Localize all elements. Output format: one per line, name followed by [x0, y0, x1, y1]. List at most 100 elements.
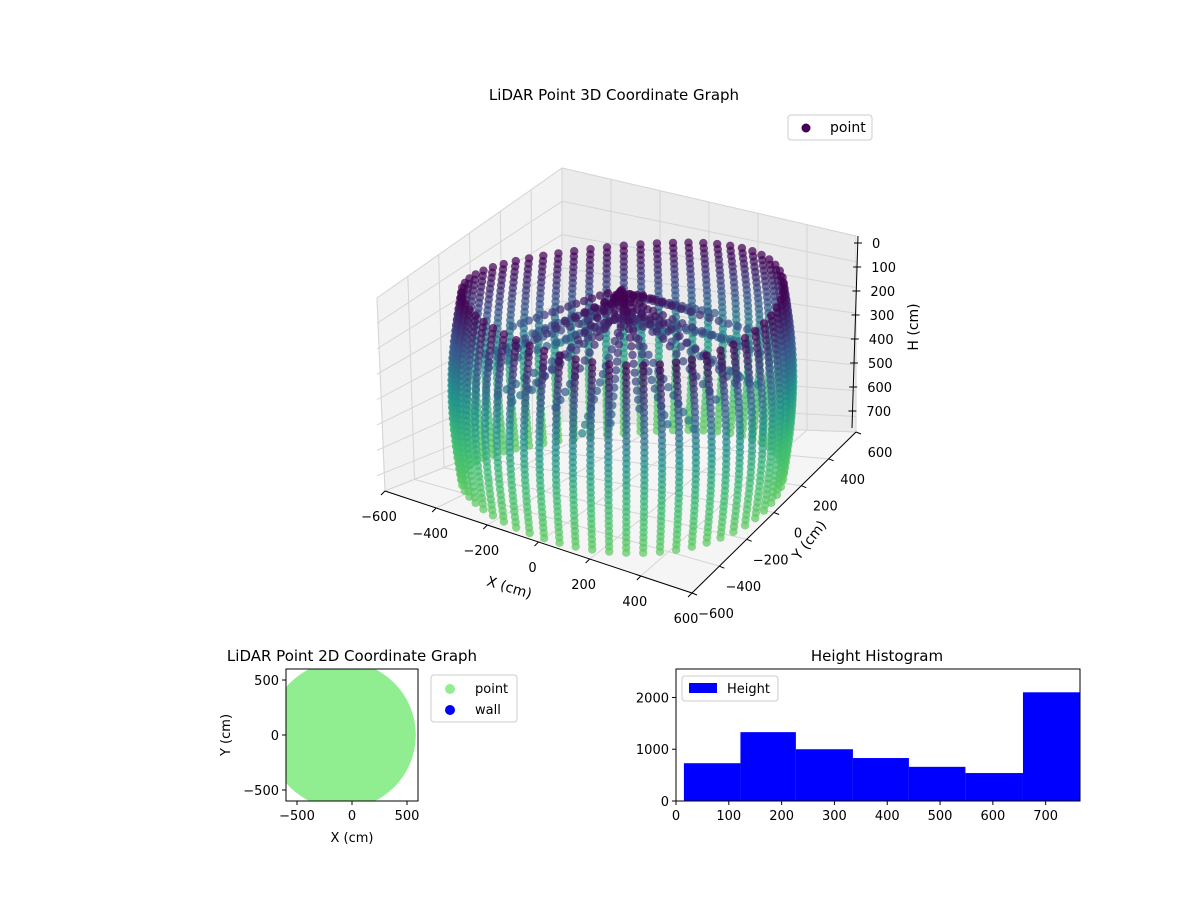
chart-3d-point — [638, 322, 648, 331]
chart-3d-point — [621, 300, 631, 309]
histogram-bar — [908, 766, 966, 801]
chart-2d: LiDAR Point 2D Coordinate Graph −500−500… — [219, 647, 518, 846]
chart-3d-point — [649, 358, 658, 367]
chart-3d-point — [622, 385, 631, 394]
chart-3d-point — [639, 385, 648, 394]
chart-3d-point — [571, 314, 580, 323]
chart-2d-point-disc — [286, 669, 416, 801]
chart-3d-point — [758, 422, 768, 431]
chart-3d-x-tick — [534, 541, 539, 547]
chart-2d-x-tick-label: 500 — [395, 809, 420, 824]
chart-3d-point — [604, 353, 613, 362]
chart-3d-point — [622, 361, 631, 370]
histogram-y-tick-label: 2000 — [636, 691, 669, 706]
chart-3d-point — [551, 448, 560, 457]
chart-3d-point — [684, 238, 693, 247]
chart-3d-point — [604, 458, 613, 467]
chart-3d-point — [683, 338, 692, 347]
chart-3d-y-tick — [855, 431, 862, 435]
chart-3d-point — [622, 307, 632, 317]
histogram-legend-frame — [681, 675, 779, 702]
chart-3d-point — [631, 377, 641, 386]
chart-3d-z-label: H (cm) — [906, 303, 922, 350]
chart-3d-x-tick — [687, 592, 693, 598]
chart-3d-point — [587, 369, 597, 379]
chart-3d-point — [735, 437, 745, 446]
chart-3d-x-tick — [380, 490, 386, 496]
chart-3d-point — [622, 367, 631, 376]
chart-3d-point — [579, 339, 589, 348]
chart-3d-point — [586, 405, 596, 414]
chart-3d-x-tick-label: −600 — [361, 510, 397, 525]
chart-3d-y-tick-label: 400 — [840, 473, 865, 488]
chart-3d-legend: point — [787, 114, 873, 141]
chart-3d-legend-frame — [787, 114, 873, 141]
chart-3d-point — [586, 456, 595, 465]
chart-3d-point — [686, 307, 695, 317]
chart-3d-z-tick-label: 200 — [870, 285, 895, 300]
chart-3d-point — [602, 243, 612, 252]
chart-3d-point — [778, 273, 787, 282]
histogram-legend-patch — [689, 683, 717, 693]
chart-3d-x-tick — [431, 507, 437, 513]
chart-3d-point — [588, 358, 597, 367]
chart-3d-point — [626, 333, 635, 342]
chart-3d-point — [554, 249, 563, 258]
chart-3d-point — [714, 316, 724, 326]
chart-3d-point — [619, 241, 628, 250]
chart-2d-x-tick-label: 0 — [348, 809, 356, 824]
chart-3d-point — [622, 373, 631, 382]
histogram-x-tick-label: 700 — [1033, 809, 1058, 824]
chart-3d-point — [564, 302, 573, 311]
chart-3d-point — [604, 401, 613, 410]
chart-3d-point — [604, 372, 614, 381]
chart-3d-point — [678, 357, 688, 366]
chart-3d-z-tick-label: 300 — [870, 309, 895, 324]
chart-3d-point — [604, 389, 613, 399]
chart-3d-y-tick — [746, 538, 752, 542]
chart-3d-point — [667, 301, 676, 310]
chart-3d-point — [586, 399, 596, 408]
chart-3d-points — [447, 238, 798, 557]
chart-3d-point — [622, 379, 631, 388]
chart-3d-point — [699, 238, 708, 248]
chart-3d-point — [586, 245, 595, 254]
chart-3d-point — [639, 391, 648, 400]
chart-3d-point — [529, 368, 539, 378]
chart-3d-point — [657, 407, 666, 416]
chart-3d-point — [622, 459, 631, 468]
chart-3d-point — [614, 340, 624, 349]
chart-3d-point — [707, 330, 716, 340]
chart-3d-x-tick-label: 0 — [528, 561, 536, 576]
chart-3d-x-tick — [636, 575, 642, 581]
chart-3d-point — [652, 239, 662, 248]
histogram-title: Height Histogram — [811, 647, 943, 665]
chart-3d-z-axis-line — [851, 235, 859, 429]
chart-3d-point — [622, 408, 631, 417]
chart-3d-point — [656, 384, 665, 393]
histogram: Height Histogram 0 100 200 300 400 500 600 7000… — [636, 647, 1081, 824]
chart-3d-point — [655, 366, 665, 375]
chart-2d-x-tick-label: −500 — [279, 809, 315, 824]
chart-3d-point — [479, 266, 488, 275]
chart-3d-point — [647, 375, 656, 385]
chart-3d-point — [480, 419, 490, 428]
chart-3d-y-tick-label: 0 — [794, 527, 802, 542]
chart-3d-point — [612, 357, 622, 366]
chart-3d-point — [604, 407, 613, 416]
chart-3d-point — [636, 240, 645, 249]
chart-3d-point — [639, 379, 648, 388]
chart-3d-point — [657, 458, 667, 468]
chart-3d-point — [492, 425, 501, 434]
chart-3d-point — [561, 387, 570, 397]
chart-3d-point — [568, 452, 577, 462]
chart-3d-point — [505, 432, 514, 441]
chart-2d-plot-area — [286, 669, 416, 801]
chart-3d-point — [724, 319, 733, 328]
chart-3d-point — [639, 396, 648, 406]
chart-3d-x-tick-label: 400 — [622, 595, 647, 610]
chart-3d-point — [673, 387, 682, 397]
histogram-frame — [675, 668, 1081, 802]
chart-3d-left-gridline — [407, 276, 415, 480]
chart-3d-point — [604, 395, 613, 404]
